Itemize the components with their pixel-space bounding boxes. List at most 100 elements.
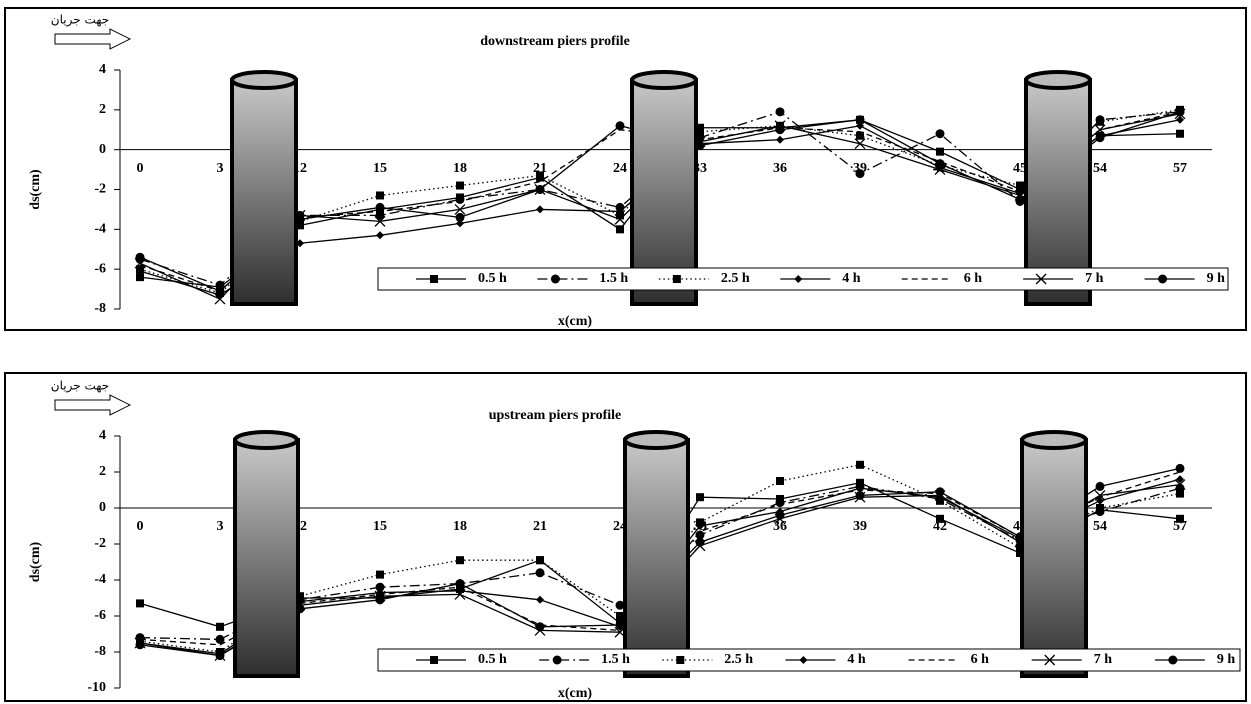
marker — [936, 147, 944, 156]
x-tick-label: 42 — [933, 519, 947, 534]
pier — [230, 70, 298, 306]
marker — [1176, 514, 1184, 523]
marker — [856, 460, 864, 469]
marker — [536, 595, 544, 604]
marker — [856, 131, 864, 140]
marker — [1158, 274, 1168, 284]
y-tick-label: -6 — [94, 608, 106, 623]
marker — [550, 274, 560, 284]
marker — [214, 293, 226, 305]
x-tick-label: 36 — [773, 161, 787, 176]
marker — [136, 267, 144, 276]
marker — [775, 498, 785, 508]
x-tick-label: 54 — [1093, 161, 1107, 176]
marker — [935, 129, 945, 139]
y-tick-label: 4 — [99, 428, 106, 443]
marker — [536, 205, 544, 214]
marker — [1175, 463, 1185, 473]
x-tick-label: 3 — [217, 519, 224, 534]
marker — [936, 514, 944, 523]
marker — [455, 579, 465, 589]
x-tick-label: 24 — [613, 161, 627, 176]
legend-label: 0.5 h — [478, 271, 507, 286]
pier — [1024, 70, 1092, 306]
x-tick-label: 21 — [533, 519, 547, 534]
marker — [1015, 194, 1025, 204]
x-tick-label: 45 — [1013, 161, 1027, 176]
y-tick-label: 0 — [99, 142, 106, 157]
marker — [935, 487, 945, 497]
legend-label: 9 h — [1217, 652, 1236, 667]
marker — [216, 622, 224, 631]
marker — [215, 286, 225, 296]
x-tick-label: 18 — [453, 519, 467, 534]
marker — [695, 530, 705, 540]
marker — [1175, 107, 1185, 117]
marker — [672, 275, 681, 283]
marker — [855, 490, 865, 500]
marker — [775, 107, 785, 117]
marker — [552, 655, 562, 665]
marker — [1016, 181, 1024, 190]
marker — [615, 121, 625, 131]
marker — [1176, 129, 1184, 138]
marker — [615, 600, 625, 610]
marker — [1168, 655, 1178, 665]
y-tick-label: 2 — [99, 464, 106, 479]
marker — [455, 212, 465, 222]
marker — [215, 634, 225, 644]
y-tick-label: -2 — [94, 536, 106, 551]
marker — [854, 138, 866, 150]
x-axis-title: x(cm) — [558, 686, 593, 701]
x-tick-label: 36 — [773, 519, 787, 534]
x-tick-label: 39 — [853, 519, 867, 534]
marker — [695, 537, 705, 547]
marker — [1095, 133, 1105, 143]
marker — [375, 202, 385, 212]
chart-title: upstream piers profile — [489, 408, 621, 423]
marker — [614, 213, 626, 225]
pier — [1020, 430, 1088, 678]
marker — [1095, 481, 1105, 491]
piers — [230, 70, 1092, 678]
marker — [1096, 117, 1104, 126]
y-tick-label: -2 — [94, 182, 106, 197]
marker — [215, 651, 225, 661]
marker — [136, 273, 144, 282]
pier — [233, 430, 300, 678]
marker — [135, 252, 145, 262]
legend-label: 6 h — [964, 271, 983, 286]
legend-label: 0.5 h — [478, 652, 507, 667]
legend-label: 2.5 h — [721, 271, 750, 286]
marker — [776, 135, 784, 144]
legend-label: 1.5 h — [601, 652, 630, 667]
y-axis-title: ds(cm) — [28, 169, 43, 210]
pier — [623, 430, 690, 678]
y-tick-label: -4 — [94, 222, 106, 237]
y-tick-label: 0 — [99, 500, 106, 515]
marker — [535, 568, 545, 578]
marker — [374, 215, 386, 227]
marker — [376, 231, 384, 240]
flow-arrow — [54, 28, 132, 50]
marker — [535, 185, 545, 194]
marker — [794, 275, 803, 283]
x-tick-label: 57 — [1173, 519, 1187, 534]
marker — [1096, 504, 1104, 512]
marker — [616, 207, 624, 216]
marker — [775, 510, 785, 520]
flow-label: جهت جریان — [51, 13, 109, 28]
marker — [536, 556, 544, 565]
marker — [1176, 475, 1184, 484]
marker — [616, 225, 624, 234]
x-tick-label: 15 — [373, 161, 387, 176]
marker — [1176, 115, 1184, 124]
marker — [456, 181, 464, 190]
x-tick-label: 18 — [453, 161, 467, 176]
legend-label: 4 h — [842, 271, 861, 286]
y-tick-label: -8 — [94, 301, 106, 316]
marker — [375, 595, 385, 605]
x-tick-label: 3 — [217, 161, 224, 176]
marker — [454, 588, 466, 600]
